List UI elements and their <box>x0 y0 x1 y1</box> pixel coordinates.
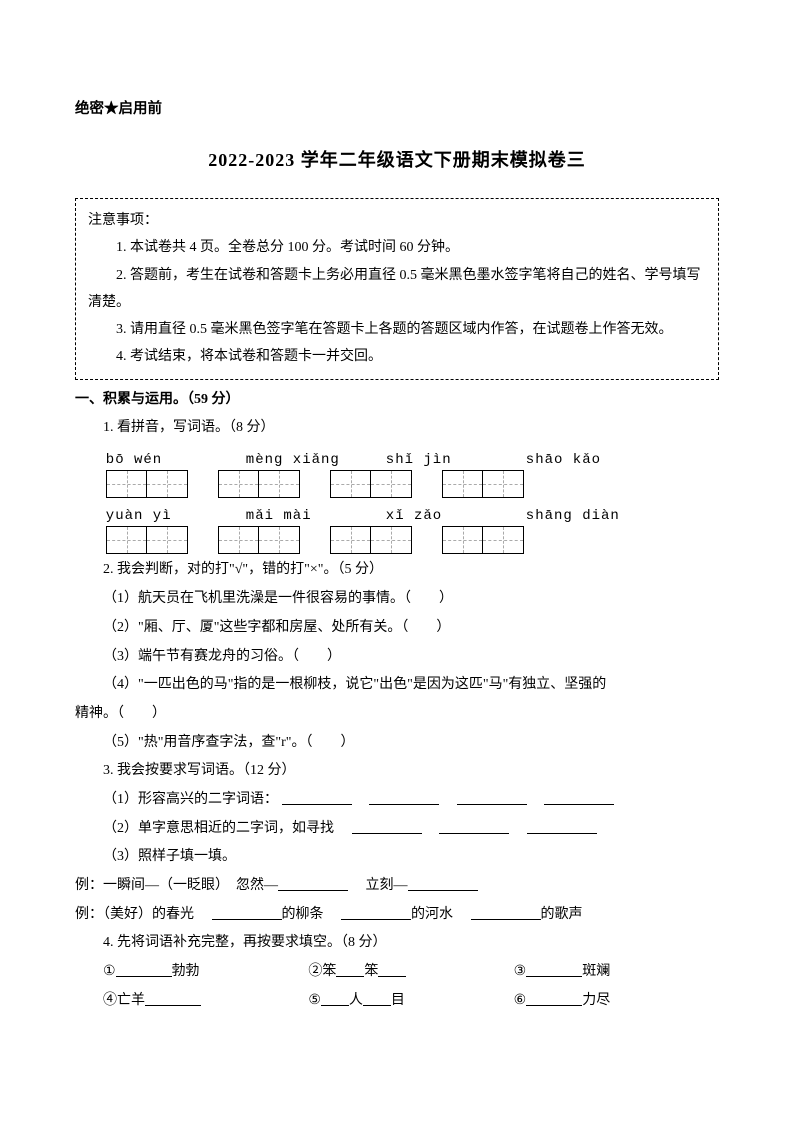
blank <box>282 790 352 805</box>
q4-num: ③ <box>514 964 527 979</box>
q4-row: ① 勃勃 ②笨 笨 ③ 斑斓 <box>103 958 719 987</box>
q3-text: 的柳条 <box>282 907 338 922</box>
blank <box>212 904 282 919</box>
q4-num: ⑥ <box>514 993 527 1008</box>
q2-item: （1）航天员在飞机里洗澡是一件很容易的事情。（ ） <box>75 585 719 614</box>
blank <box>439 818 509 833</box>
q4-item: ④亡羊 <box>103 987 308 1016</box>
q4-row: ④亡羊 ⑤ 人 目 ⑥ 力尽 <box>103 987 719 1016</box>
char-grid-row <box>106 526 719 554</box>
q4-text: 斑斓 <box>582 964 610 979</box>
q4-text: ④亡羊 <box>103 993 145 1008</box>
q4-item: ③ 斑斓 <box>514 958 719 987</box>
blank <box>526 962 582 977</box>
blank <box>471 904 541 919</box>
blank <box>527 818 597 833</box>
q4-item: ②笨 笨 <box>308 958 513 987</box>
char-grid-row <box>106 470 719 498</box>
notice-item: 3. 请用直径 0.5 毫米黑色签字笔在答题卡上各题的答题区域内作答，在试题卷上… <box>88 316 706 343</box>
pinyin-row: bō wén mèng xiǎng shǐ jìn shāo kǎo <box>106 446 719 474</box>
pinyin-row: yuàn yì mǎi mài xǐ zǎo shāng diàn <box>106 502 719 530</box>
blank <box>341 904 411 919</box>
q3-text: （2）单字意思相近的二字词，如寻找 <box>103 821 348 836</box>
char-grid <box>218 526 300 554</box>
q4-text: 力尽 <box>582 993 610 1008</box>
blank <box>378 962 406 977</box>
blank <box>363 990 391 1005</box>
confidential-label: 绝密★启用前 <box>75 95 719 124</box>
blank <box>145 990 201 1005</box>
q2-item: （2）"厢、厅、厦"这些字都和房屋、处所有关。（ ） <box>75 614 719 643</box>
q3-item: （1）形容高兴的二字词语： <box>75 786 719 815</box>
q4-item: ⑥ 力尽 <box>514 987 719 1016</box>
blank <box>336 962 364 977</box>
notice-item: 2. 答题前，考生在试卷和答题卡上务必用直径 0.5 毫米黑色墨水签字笔将自己的… <box>88 262 706 317</box>
q2-item: （4）"一匹出色的马"指的是一根柳枝，说它"出色"是因为这匹"马"有独立、坚强的 <box>75 671 719 700</box>
pinyin: shāng diàn <box>526 502 636 530</box>
pinyin: shāo kǎo <box>526 446 636 474</box>
char-grid <box>218 470 300 498</box>
q3-text: 例：一瞬间—（一眨眼） 忽然— <box>75 878 278 893</box>
q4-item: ⑤ 人 目 <box>308 987 513 1016</box>
blank <box>321 990 349 1005</box>
q4-num: ① <box>103 964 116 979</box>
notice-item: 4. 考试结束，将本试卷和答题卡一并交回。 <box>88 343 706 370</box>
char-grid <box>442 470 524 498</box>
q4-text: 目 <box>391 993 405 1008</box>
blank <box>408 876 478 891</box>
q4-text: 人 <box>349 993 363 1008</box>
notice-item: 1. 本试卷共 4 页。全卷总分 100 分。考试时间 60 分钟。 <box>88 234 706 261</box>
q4-text: ②笨 <box>308 964 336 979</box>
blank <box>278 876 348 891</box>
q3-item: （2）单字意思相近的二字词，如寻找 <box>75 815 719 844</box>
blank <box>116 962 172 977</box>
q3-text: （1）形容高兴的二字词语： <box>103 792 278 807</box>
char-grid <box>106 470 188 498</box>
q3-item: （3）照样子填一填。 <box>75 843 719 872</box>
q2-item: （3）端午节有赛龙舟的习俗。（ ） <box>75 643 719 672</box>
q2-head: 2. 我会判断，对的打"√"，错的打"×"。（5 分） <box>75 556 719 585</box>
q4-item: ① 勃勃 <box>103 958 308 987</box>
char-grid <box>106 526 188 554</box>
blank <box>369 790 439 805</box>
q3-text: 例：（美好）的春光 <box>75 907 208 922</box>
exam-title: 2022-2023 学年二年级语文下册期末模拟卷三 <box>75 142 719 178</box>
blank <box>352 818 422 833</box>
q4-head: 4. 先将词语补充完整，再按要求填空。（8 分） <box>75 929 719 958</box>
q3-example: 例：（美好）的春光 的柳条 的河水 的歌声 <box>75 901 719 930</box>
notice-head: 注意事项： <box>88 207 706 234</box>
blank <box>526 990 582 1005</box>
section-1-head: 一、积累与运用。（59 分） <box>75 386 719 414</box>
blank <box>544 790 614 805</box>
notice-box: 注意事项： 1. 本试卷共 4 页。全卷总分 100 分。考试时间 60 分钟。… <box>75 198 719 380</box>
q4-text: 勃勃 <box>172 964 200 979</box>
char-grid <box>442 526 524 554</box>
q4-num: ⑤ <box>308 993 321 1008</box>
q4-text: 笨 <box>364 964 378 979</box>
char-grid <box>330 470 412 498</box>
q2-item: 精神。（ ） <box>75 700 719 729</box>
char-grid <box>330 526 412 554</box>
q2-item: （5）"热"用音序查字法，查"r"。（ ） <box>75 729 719 758</box>
q1-head: 1. 看拼音，写词语。（8 分） <box>75 414 719 443</box>
q3-text: 立刻— <box>352 878 408 893</box>
q3-text: 的河水 <box>411 907 467 922</box>
q3-text: 的歌声 <box>541 907 583 922</box>
q3-example: 例：一瞬间—（一眨眼） 忽然— 立刻— <box>75 872 719 901</box>
blank <box>457 790 527 805</box>
q3-head: 3. 我会按要求写词语。（12 分） <box>75 757 719 786</box>
